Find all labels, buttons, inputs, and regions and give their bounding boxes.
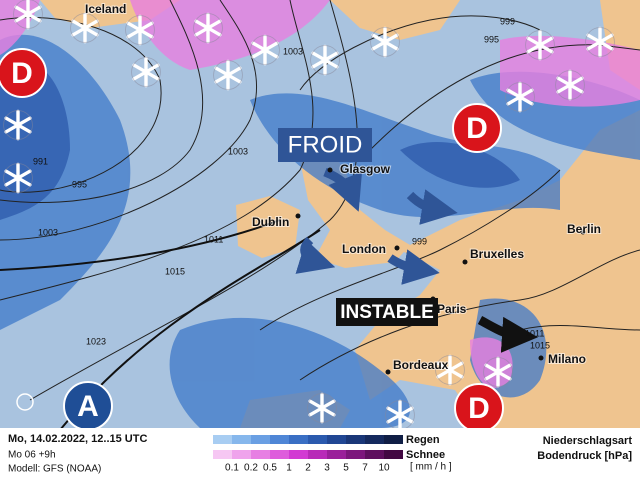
legend-scale-label: 10 bbox=[378, 463, 390, 474]
legend-scale-label: 0.5 bbox=[263, 463, 277, 474]
legend-snow-swatch bbox=[308, 450, 327, 459]
annotation: INSTABLE bbox=[340, 302, 434, 323]
city-label: Milano bbox=[548, 352, 586, 366]
legend-snow-swatch bbox=[251, 450, 270, 459]
legend-rain: Regen bbox=[406, 434, 440, 446]
legend-unit: [ mm / h ] bbox=[410, 462, 452, 473]
title: Niederschlagsart bbox=[543, 435, 633, 447]
isobar-label: 991 bbox=[33, 156, 48, 166]
legend-rain-swatch bbox=[232, 435, 251, 444]
city-label: Dublin bbox=[252, 215, 289, 229]
legend-rain-swatch bbox=[251, 435, 270, 444]
pressure-center bbox=[0, 48, 47, 98]
isobar-label: 1003 bbox=[228, 146, 248, 156]
legend-rain-swatch bbox=[384, 435, 403, 444]
isobar-label: 1003 bbox=[283, 46, 303, 56]
annotation-box bbox=[336, 298, 438, 326]
legend-rain-swatch bbox=[213, 435, 232, 444]
pressure-label: D bbox=[11, 57, 33, 90]
pressure-label: A bbox=[77, 390, 99, 423]
legend-rain-swatch bbox=[365, 435, 384, 444]
legend-scale-label: 3 bbox=[324, 463, 330, 474]
city-dot bbox=[538, 355, 544, 361]
isobar-label: 999 bbox=[500, 16, 515, 26]
legend-scale-label: 2 bbox=[305, 463, 311, 474]
city-dot bbox=[385, 369, 391, 375]
legend-snow-swatch bbox=[213, 450, 232, 459]
legend-rain-swatch bbox=[289, 435, 308, 444]
date: Mo, 14.02.2022, 12..15 UTC bbox=[8, 433, 147, 445]
legend-scale-label: 0.1 bbox=[225, 463, 239, 474]
city-dot bbox=[295, 213, 301, 219]
flow-arrows bbox=[295, 167, 458, 285]
city-dot bbox=[327, 167, 333, 173]
city-label: Bordeaux bbox=[393, 358, 449, 372]
annotation-box bbox=[278, 128, 372, 162]
isobar-label: 1011 bbox=[525, 328, 544, 338]
flow-arrow-dark bbox=[477, 316, 538, 353]
legend-snow-swatch bbox=[289, 450, 308, 459]
legend-rain-swatch bbox=[308, 435, 327, 444]
city-label: Bruxelles bbox=[470, 247, 524, 261]
logo bbox=[16, 393, 34, 411]
city-label: Berlin bbox=[567, 222, 601, 236]
run: Mo 06 +9h bbox=[8, 450, 56, 461]
isobar-label: 999 bbox=[412, 236, 427, 246]
city-label: Iceland bbox=[85, 2, 126, 16]
city-dot bbox=[462, 259, 468, 265]
legend-scale-label: 5 bbox=[343, 463, 349, 474]
isobar-label: 1015 bbox=[165, 266, 185, 276]
isobar-label: 995 bbox=[484, 34, 499, 44]
legend-rain-swatch bbox=[270, 435, 289, 444]
legend-snow-swatch bbox=[365, 450, 384, 459]
legend-snow: Schnee bbox=[406, 449, 445, 461]
legend-scale-label: 7 bbox=[362, 463, 368, 474]
isobar-label: 1011 bbox=[204, 234, 223, 244]
legend-snow-swatch bbox=[327, 450, 346, 459]
city-label: Paris bbox=[437, 302, 467, 316]
pressure-center bbox=[452, 103, 502, 153]
pressure-label: D bbox=[466, 112, 488, 145]
city-label: Glasgow bbox=[340, 162, 391, 176]
legend-rain-swatch bbox=[327, 435, 346, 444]
legend-snow-swatch bbox=[384, 450, 403, 459]
legend-scale-label: 0.2 bbox=[244, 463, 258, 474]
isobar-label: 1003 bbox=[38, 227, 58, 237]
legend-snow-swatch bbox=[232, 450, 251, 459]
city-dot bbox=[580, 229, 586, 235]
legend-snow-swatch bbox=[346, 450, 365, 459]
isobars bbox=[0, 0, 640, 401]
annotation: FROID bbox=[288, 131, 363, 158]
legend-rain-swatch bbox=[346, 435, 365, 444]
isobar-label: 1023 bbox=[86, 336, 106, 346]
subtitle: Bodendruck [hPa] bbox=[537, 450, 632, 462]
legend-snow-swatch bbox=[270, 450, 289, 459]
pressure-label: D bbox=[468, 392, 490, 425]
isobar-label: 1015 bbox=[530, 340, 550, 350]
isobar-label: 995 bbox=[72, 179, 87, 189]
legend-scale-label: 1 bbox=[286, 463, 292, 474]
city-dot bbox=[394, 245, 400, 251]
city-label: London bbox=[342, 242, 386, 256]
model: Modell: GFS (NOAA) bbox=[8, 464, 101, 475]
